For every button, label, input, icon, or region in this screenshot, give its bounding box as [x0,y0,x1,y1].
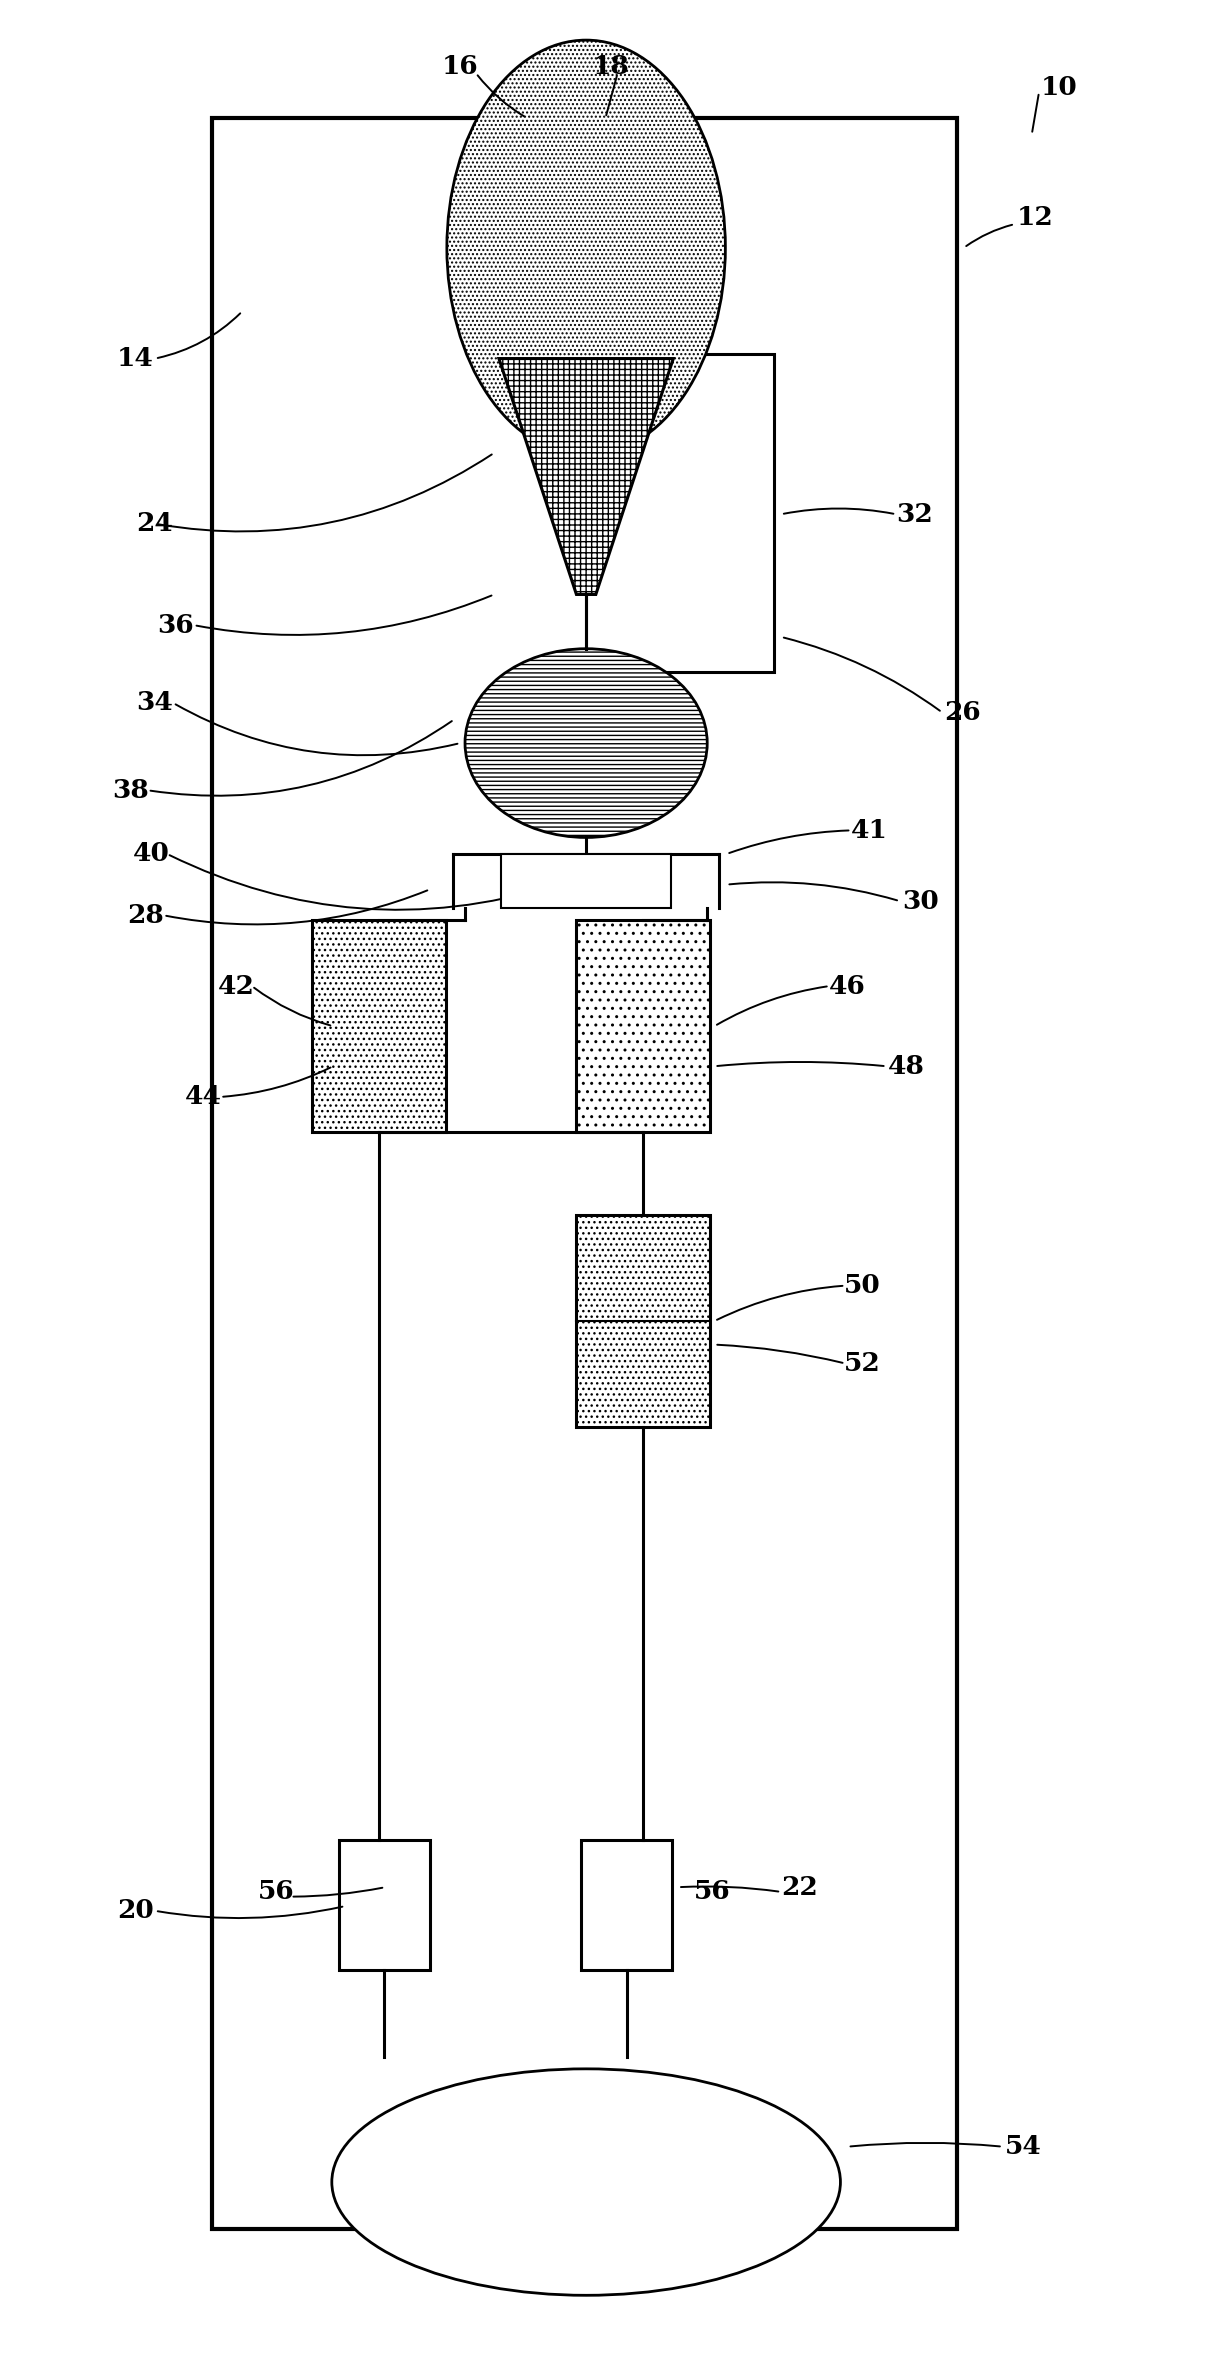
Text: 38: 38 [113,778,149,802]
Ellipse shape [332,2069,840,2295]
Text: 52: 52 [844,1352,880,1375]
Text: 26: 26 [945,701,981,724]
Text: 41: 41 [851,819,888,842]
Text: 16: 16 [442,54,478,78]
Text: 22: 22 [781,1875,817,1899]
Bar [576,1215,710,1427]
Text: 28: 28 [127,903,163,927]
Text: 56: 56 [694,1880,730,1904]
Text: 36: 36 [157,613,194,637]
Bar [581,1840,672,1970]
Text: 30: 30 [902,889,939,913]
Text: 12: 12 [1017,205,1054,229]
Bar [212,118,957,2229]
Ellipse shape [447,40,725,455]
Text: 44: 44 [185,1085,222,1109]
Polygon shape [499,359,673,594]
Text: 56: 56 [258,1880,294,1904]
Text: 34: 34 [137,691,173,715]
Text: 18: 18 [593,54,630,78]
Ellipse shape [465,649,707,837]
Text: 46: 46 [830,974,866,998]
Bar [586,354,774,672]
Text: 20: 20 [117,1899,154,1923]
Text: 32: 32 [896,502,932,526]
Bar [312,920,446,1132]
Text: 42: 42 [218,974,254,998]
Bar [501,854,671,908]
Text: 50: 50 [844,1274,880,1297]
Text: 24: 24 [137,512,173,535]
Bar [339,1840,430,1970]
Bar [576,920,710,1132]
Text: 14: 14 [117,347,154,370]
Text: 40: 40 [133,842,170,866]
Text: 54: 54 [1005,2135,1041,2158]
Text: 10: 10 [1041,75,1078,99]
Text: 48: 48 [888,1054,924,1078]
